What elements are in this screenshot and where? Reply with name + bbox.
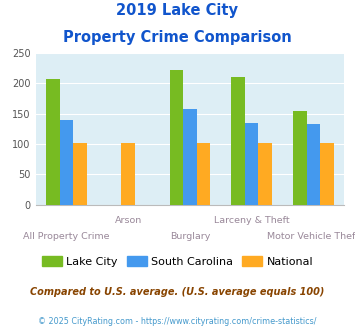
Text: Burglary: Burglary xyxy=(170,232,210,241)
Text: Larceny & Theft: Larceny & Theft xyxy=(214,216,290,225)
Text: Property Crime Comparison: Property Crime Comparison xyxy=(63,30,292,45)
Text: All Property Crime: All Property Crime xyxy=(23,232,110,241)
Text: Compared to U.S. average. (U.S. average equals 100): Compared to U.S. average. (U.S. average … xyxy=(30,287,325,297)
Text: Arson: Arson xyxy=(115,216,142,225)
Bar xyxy=(320,143,334,205)
Bar xyxy=(170,70,183,205)
Bar xyxy=(60,119,73,205)
Bar xyxy=(197,143,210,205)
Bar xyxy=(121,143,135,205)
Bar xyxy=(46,79,60,205)
Bar xyxy=(258,143,272,205)
Text: © 2025 CityRating.com - https://www.cityrating.com/crime-statistics/: © 2025 CityRating.com - https://www.city… xyxy=(38,317,317,326)
Text: 2019 Lake City: 2019 Lake City xyxy=(116,3,239,18)
Bar xyxy=(183,109,197,205)
Text: Motor Vehicle Theft: Motor Vehicle Theft xyxy=(267,232,355,241)
Bar xyxy=(73,143,87,205)
Bar xyxy=(231,77,245,205)
Legend: Lake City, South Carolina, National: Lake City, South Carolina, National xyxy=(37,251,318,271)
Bar xyxy=(293,111,307,205)
Bar xyxy=(245,123,258,205)
Bar xyxy=(307,124,320,205)
